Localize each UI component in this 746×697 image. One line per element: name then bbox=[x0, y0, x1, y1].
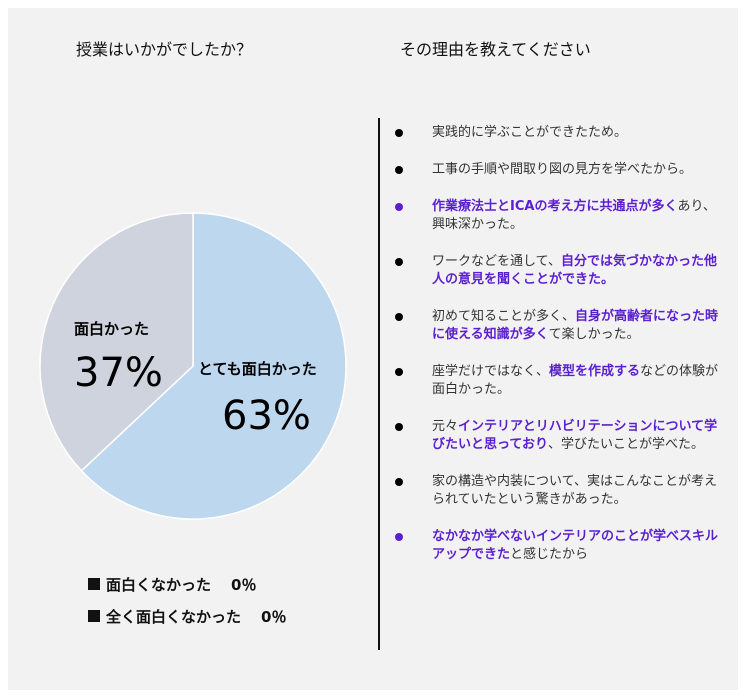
divider bbox=[378, 118, 380, 650]
bullet-icon bbox=[395, 203, 403, 211]
reason-item: ワークなどを通して、自分では気づかなかった他人の意見を聞くことができた。 bbox=[392, 253, 722, 289]
reason-highlight: 作業療法士とICAの考え方に共通点が多く bbox=[432, 199, 678, 214]
reason-text: 初めて知ることが多く、 bbox=[432, 309, 576, 324]
bullet-icon bbox=[395, 166, 403, 174]
reasons-list: 実践的に学ぶことができたため。 工事の手順や間取り図の見方を学べたから。 作業療法士… bbox=[392, 124, 722, 583]
bullet-icon bbox=[395, 258, 403, 266]
pie-slice-1 bbox=[39, 212, 194, 472]
reason-text: 工事の手順や間取り図の見方を学べたから。 bbox=[432, 162, 693, 177]
reason-item: 工事の手順や間取り図の見方を学べたから。 bbox=[392, 161, 722, 179]
slice-value-interesting: 37% bbox=[74, 350, 163, 396]
bullet-icon bbox=[395, 423, 403, 431]
slice-value-very-interesting: 63% bbox=[222, 393, 311, 439]
reason-text: て楽しかった。 bbox=[548, 327, 640, 342]
reason-text: 、学びたいことが学べた。 bbox=[547, 437, 704, 452]
reason-highlight: 自身が高齢者になった時に使える知識が多く bbox=[432, 309, 719, 342]
reason-text: あり、興味深かった。 bbox=[432, 199, 716, 232]
reason-item: 作業療法士とICAの考え方に共通点が多くあり、興味深かった。 bbox=[392, 198, 722, 234]
reason-text: 実践的に学ぶことができたため。 bbox=[432, 125, 628, 140]
reason-item: 実践的に学ぶことができたため。 bbox=[392, 124, 722, 142]
reason-item: 初めて知ることが多く、自身が高齢者になった時に使える知識が多くて楽しかった。 bbox=[392, 308, 722, 344]
bullet-icon bbox=[395, 129, 403, 137]
reason-text: ワークなどを通して、 bbox=[432, 254, 561, 269]
reason-item: 元々インテリアとリハビリテーションについて学びたいと思っており、学びたいことが学… bbox=[392, 418, 722, 454]
reason-text: 座学だけではなく、 bbox=[432, 364, 550, 379]
slice-label-very-interesting: とても面白かった bbox=[198, 360, 317, 378]
reason-text: などの体験が面白かった。 bbox=[432, 364, 719, 397]
slice-label-interesting: 面白かった bbox=[74, 320, 150, 338]
pie-slice-0 bbox=[80, 212, 347, 520]
legend-not-at-all-interesting: 全く面白くなかった 0％ bbox=[88, 606, 286, 627]
legend-not-interesting: 面白くなかった 0％ bbox=[88, 574, 256, 595]
bullet-icon bbox=[395, 368, 403, 376]
reason-highlight: インテリアとリハビリテーションについて学びたいと思っており bbox=[432, 419, 718, 452]
reason-text: 家の構造や内装について、実はこんなことが考えられていたという驚きがあった。 bbox=[432, 474, 717, 507]
reason-highlight: 模型を作成する bbox=[549, 364, 641, 379]
reason-item: 座学だけではなく、模型を作成するなどの体験が面白かった。 bbox=[392, 363, 722, 399]
reasons-title: その理由を教えてください bbox=[400, 40, 591, 59]
reason-highlight: 自分では気づかなかった他人の意見を聞くことができた。 bbox=[432, 254, 717, 287]
reason-text: 元々 bbox=[432, 419, 459, 434]
reason-highlight: なかなか学べないインテリアのことが学べスキルアップできた bbox=[432, 529, 719, 562]
bullet-icon bbox=[395, 533, 403, 541]
reason-item: なかなか学べないインテリアのことが学べスキルアップできたと感じたから bbox=[392, 528, 722, 564]
bullet-icon bbox=[395, 478, 403, 486]
reason-text: と感じたから bbox=[510, 547, 589, 562]
chart-title: 授業はいかがでしたか？ bbox=[76, 40, 253, 59]
bullet-icon bbox=[395, 313, 403, 321]
reason-item: 家の構造や内装について、実はこんなことが考えられていたという驚きがあった。 bbox=[392, 473, 722, 509]
